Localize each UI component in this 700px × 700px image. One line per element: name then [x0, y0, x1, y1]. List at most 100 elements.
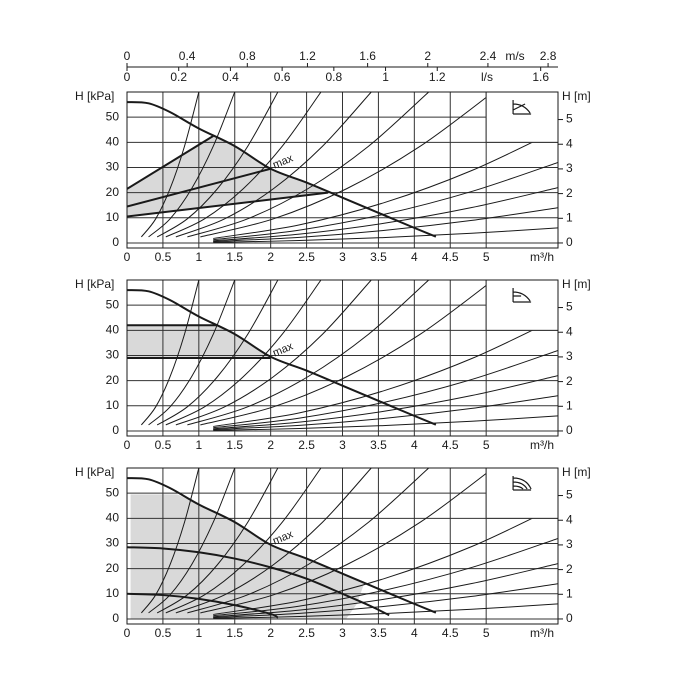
x-tick-label: 1.5: [226, 438, 243, 452]
system-curve: [165, 92, 322, 238]
x-tick-label: 3: [339, 250, 346, 264]
x-tick-label: 0.5: [155, 250, 172, 264]
y2-tick-label: 4: [566, 136, 573, 150]
system-curve: [140, 92, 200, 238]
x-tick-label: 0: [124, 626, 131, 640]
top-tick-label: 0: [124, 70, 131, 84]
x-tick-label: 1: [195, 626, 202, 640]
operating-area: [130, 494, 365, 619]
system-curve: [213, 505, 558, 615]
y2-tick-label: 3: [566, 537, 573, 551]
x-tick-label: 3.5: [370, 250, 387, 264]
y2-tick-label: 5: [566, 488, 573, 502]
top-tick-label: 1.6: [532, 70, 549, 84]
y-tick-label: 40: [106, 134, 120, 148]
y2-tick-label: 1: [566, 586, 573, 600]
system-curve: [213, 161, 558, 241]
system-curve: [213, 537, 558, 617]
plot-frame: [126, 279, 559, 437]
x-tick-label: 3: [339, 438, 346, 452]
system-curve: [140, 280, 200, 426]
y2-axis-label: H [m]: [562, 89, 591, 103]
x-tick-label: 2: [267, 250, 274, 264]
y-tick-label: 20: [106, 185, 120, 199]
system-curve: [213, 207, 558, 243]
mode-box: [485, 467, 559, 519]
pump-curve: [127, 477, 437, 614]
x-axis-label: m³/h: [530, 626, 554, 640]
x-tick-label: 1: [195, 438, 202, 452]
system-curve: [187, 280, 430, 426]
y-tick-label: 10: [106, 398, 120, 412]
top-tick-label: 1.6: [359, 49, 376, 63]
system-curve: [165, 280, 322, 426]
x-tick-label: 3.5: [370, 438, 387, 452]
y-tick-label: 30: [106, 536, 120, 550]
y2-tick-label: 3: [566, 161, 573, 175]
system-curve: [213, 317, 558, 427]
system-curve: [200, 92, 494, 238]
pump-curve: [127, 191, 329, 218]
x-tick-label: 2: [267, 438, 274, 452]
top-tick-label: 2: [424, 49, 431, 63]
system-curve: [213, 187, 558, 242]
system-curve: [213, 563, 558, 618]
system-curve: [187, 468, 430, 614]
y2-tick-label: 4: [566, 324, 573, 338]
y-axis-label: H [kPa]: [75, 277, 114, 291]
mode-icon: [512, 476, 532, 491]
y2-axis-label: H [m]: [562, 465, 591, 479]
x-tick-label: 4: [411, 626, 418, 640]
top-tick-label: 0.4: [222, 70, 239, 84]
y2-tick-label: 5: [566, 300, 573, 314]
x-tick-label: 2: [267, 626, 274, 640]
y2-tick-label: 1: [566, 210, 573, 224]
top-tick-label: 2.4: [480, 49, 497, 63]
system-curve: [187, 92, 430, 238]
x-axis-label: m³/h: [530, 250, 554, 264]
y2-tick-label: 0: [566, 235, 573, 249]
pump-curve: [127, 546, 390, 617]
x-tick-label: 4: [411, 250, 418, 264]
y2-tick-label: 3: [566, 349, 573, 363]
y-tick-label: 20: [106, 561, 120, 575]
x-tick-label: 5: [483, 438, 490, 452]
x-tick-label: 4.5: [442, 438, 459, 452]
system-curve: [156, 280, 279, 426]
y-tick-label: 30: [106, 348, 120, 362]
pump-curve: [127, 135, 214, 190]
y-axis-label: H [kPa]: [75, 89, 114, 103]
x-tick-label: 2.5: [298, 626, 315, 640]
x-tick-label: 1.5: [226, 250, 243, 264]
y-tick-label: 10: [106, 586, 120, 600]
y-axis-label: H [kPa]: [75, 465, 114, 479]
top-axis-unit: l/s: [481, 70, 493, 84]
pump-curve: [127, 167, 271, 208]
top-tick-label: 1.2: [299, 49, 316, 63]
system-curve: [200, 280, 494, 426]
system-curve: [213, 227, 558, 243]
system-curve: [213, 375, 558, 430]
y2-tick-label: 2: [566, 374, 573, 388]
top-tick-label: 1: [382, 70, 389, 84]
plot-frame: [126, 91, 559, 249]
x-tick-label: 4: [411, 438, 418, 452]
system-curve: [165, 468, 322, 614]
plot-frame: [126, 467, 559, 625]
top-tick-label: 0.8: [325, 70, 342, 84]
mode-box: [485, 91, 559, 143]
x-axis-label: m³/h: [530, 438, 554, 452]
x-tick-label: 3.5: [370, 626, 387, 640]
mode-icon: [512, 100, 532, 115]
y-tick-label: 0: [112, 423, 119, 437]
mode-icon: [512, 288, 532, 303]
x-tick-label: 0: [124, 250, 131, 264]
system-curve: [175, 280, 372, 426]
x-tick-label: 0.5: [155, 438, 172, 452]
y-tick-label: 50: [106, 485, 120, 499]
x-tick-label: 0.5: [155, 626, 172, 640]
x-tick-label: 5: [483, 250, 490, 264]
x-tick-label: 0: [124, 438, 131, 452]
x-tick-label: 5: [483, 626, 490, 640]
x-tick-label: 1: [195, 250, 202, 264]
